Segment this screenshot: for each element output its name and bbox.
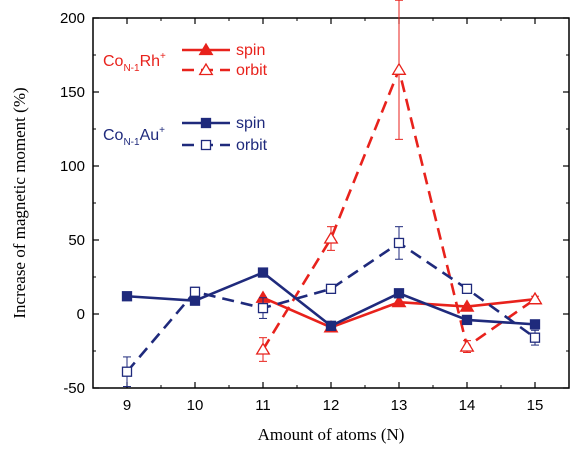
data-point [393, 288, 405, 299]
y-tick-label: 100 [60, 158, 85, 175]
y-tick-label: 0 [77, 306, 85, 323]
data-point [529, 332, 541, 343]
legend-marker [200, 117, 212, 129]
legend-marker [198, 62, 214, 76]
legend-marker [198, 42, 214, 56]
x-tick-label: 14 [459, 397, 476, 414]
data-point [325, 283, 337, 294]
series-line [126, 271, 536, 328]
legend-entry-label: spin [236, 115, 265, 132]
data-point [255, 342, 271, 355]
data-point [459, 339, 475, 352]
x-tick-label: 9 [123, 397, 131, 414]
data-point [121, 366, 133, 377]
x-tick-label: 11 [255, 397, 271, 414]
x-tick-label: 10 [187, 397, 204, 414]
legend-group-label-part: Co [103, 53, 124, 70]
data-point [393, 237, 405, 249]
series-line [126, 241, 536, 373]
x-axis-title: Amount of atoms (N) [258, 425, 405, 444]
data-point [325, 320, 337, 331]
data-point [189, 295, 201, 306]
data-point [391, 62, 407, 75]
legend-group-label: CoN-1Rh+ [103, 51, 166, 74]
legend-entry-label: spin [236, 42, 265, 59]
y-tick-label: -50 [63, 380, 85, 397]
legend-entry-label: orbit [236, 137, 268, 154]
series-1-spin [121, 267, 541, 331]
y-axis-title: Increase of magnetic moment (%) [10, 87, 29, 318]
legend-group-label-part: Rh [140, 53, 160, 70]
x-tick-label: 13 [391, 397, 408, 414]
legend-marker [200, 139, 212, 151]
data-point [459, 299, 475, 312]
series-1-orbit [121, 226, 541, 388]
axis-ticks: 9 10 11 12 13 14 15 -50 0 50 100 150 200 [60, 10, 570, 414]
series-layer [121, 0, 543, 388]
data-point [257, 267, 269, 278]
y-tick-label: 200 [60, 10, 85, 27]
legend-group-label-part: Au [140, 127, 160, 144]
legend-entry-label: orbit [236, 62, 268, 79]
data-point [189, 286, 201, 297]
data-point [461, 283, 473, 294]
y-tick-label: 50 [68, 232, 85, 249]
legend-group-label: CoN-1Au+ [103, 125, 165, 148]
legend-group-label-part: + [160, 51, 166, 62]
data-point [529, 319, 541, 330]
plot-frame [92, 17, 570, 389]
data-point [527, 291, 543, 305]
legend-group-label-part: + [159, 125, 165, 136]
x-tick-label: 12 [323, 397, 340, 414]
data-point [461, 314, 473, 326]
x-tick-label: 15 [527, 397, 544, 414]
data-point [391, 294, 407, 308]
legend-group-label-part: Co [103, 127, 124, 144]
data-point [121, 291, 133, 302]
y-tick-label: 150 [60, 84, 85, 101]
series-0-orbit [255, 0, 543, 362]
data-point [257, 302, 269, 314]
data-point [323, 231, 339, 244]
legend-group-label-part: N-1 [123, 137, 140, 148]
legend-group-label-part: N-1 [123, 63, 140, 74]
